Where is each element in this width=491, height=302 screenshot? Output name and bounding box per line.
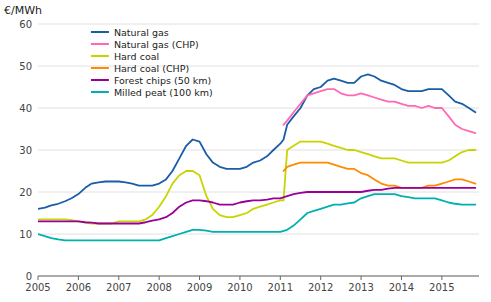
grid-line [38, 234, 479, 235]
x-tick-label: 2008 [146, 282, 171, 293]
lines [38, 74, 475, 240]
grid-line [38, 66, 479, 67]
x-tick [441, 276, 442, 280]
y-tick-label: 30 [19, 145, 32, 156]
grid-line [38, 150, 479, 151]
y-axis: 0 10 20 30 40 50 60 [19, 19, 479, 282]
x-tick-label: 2014 [389, 282, 414, 293]
x-tick-label: 2011 [268, 282, 293, 293]
chart: 0 10 20 30 40 50 60 2005 2006 2007 2008 2009 2010 201… [0, 0, 491, 302]
x-tick [401, 276, 402, 280]
series-line [38, 142, 475, 224]
x-tick [199, 276, 200, 280]
series-line [38, 188, 475, 224]
legend-label: Natural gas [114, 27, 169, 38]
series-line [38, 194, 475, 240]
x-tick-label: 2010 [227, 282, 252, 293]
grid-line [38, 276, 479, 277]
page: {"chart_data": {"type": "line", "ylabel"… [0, 0, 491, 302]
x-tick-label: 2012 [308, 282, 333, 293]
legend-label: Milled peat (100 km) [114, 87, 213, 98]
x-tick-label: 2006 [66, 282, 91, 293]
series-line [284, 89, 476, 133]
y-tick-label: 60 [19, 19, 32, 30]
series-line [284, 163, 476, 188]
x-tick [361, 276, 362, 280]
x-tick [280, 276, 281, 280]
y-tick-label: 50 [19, 61, 32, 72]
y-tick-label: 0 [26, 271, 32, 282]
legend-label: Forest chips (50 km) [114, 75, 211, 86]
legend-swatch [91, 91, 109, 93]
x-tick [118, 276, 119, 280]
x-tick-label: 2005 [25, 282, 50, 293]
x-tick [239, 276, 240, 280]
grid-line [38, 24, 479, 25]
y-axis-label: €/MWh [4, 4, 42, 17]
grid-line [38, 192, 479, 193]
legend-label: Hard coal [114, 51, 159, 62]
legend-swatch [91, 43, 109, 45]
y-tick-label: 40 [19, 103, 32, 114]
legend-swatch [91, 31, 109, 33]
legend-swatch [91, 67, 109, 69]
legend: Natural gasNatural gas (CHP)Hard coalHar… [91, 27, 213, 98]
grid-line [38, 108, 479, 109]
x-tick-label: 2013 [348, 282, 373, 293]
x-tick [159, 276, 160, 280]
legend-swatch [91, 79, 109, 81]
x-tick-label: 2007 [106, 282, 131, 293]
legend-label: Hard coal (CHP) [114, 63, 189, 74]
x-tick [78, 276, 79, 280]
y-tick-label: 10 [19, 229, 32, 240]
x-axis: 2005 2006 2007 2008 2009 2010 2011 2012 2013 2014… [25, 276, 479, 293]
x-axis-line [38, 276, 479, 277]
x-tick [320, 276, 321, 280]
x-tick [38, 276, 39, 280]
y-tick-label: 20 [19, 187, 32, 198]
x-tick-label: 2015 [429, 282, 454, 293]
legend-label: Natural gas (CHP) [114, 39, 199, 50]
x-tick-label: 2009 [187, 282, 212, 293]
legend-swatch [91, 55, 109, 57]
